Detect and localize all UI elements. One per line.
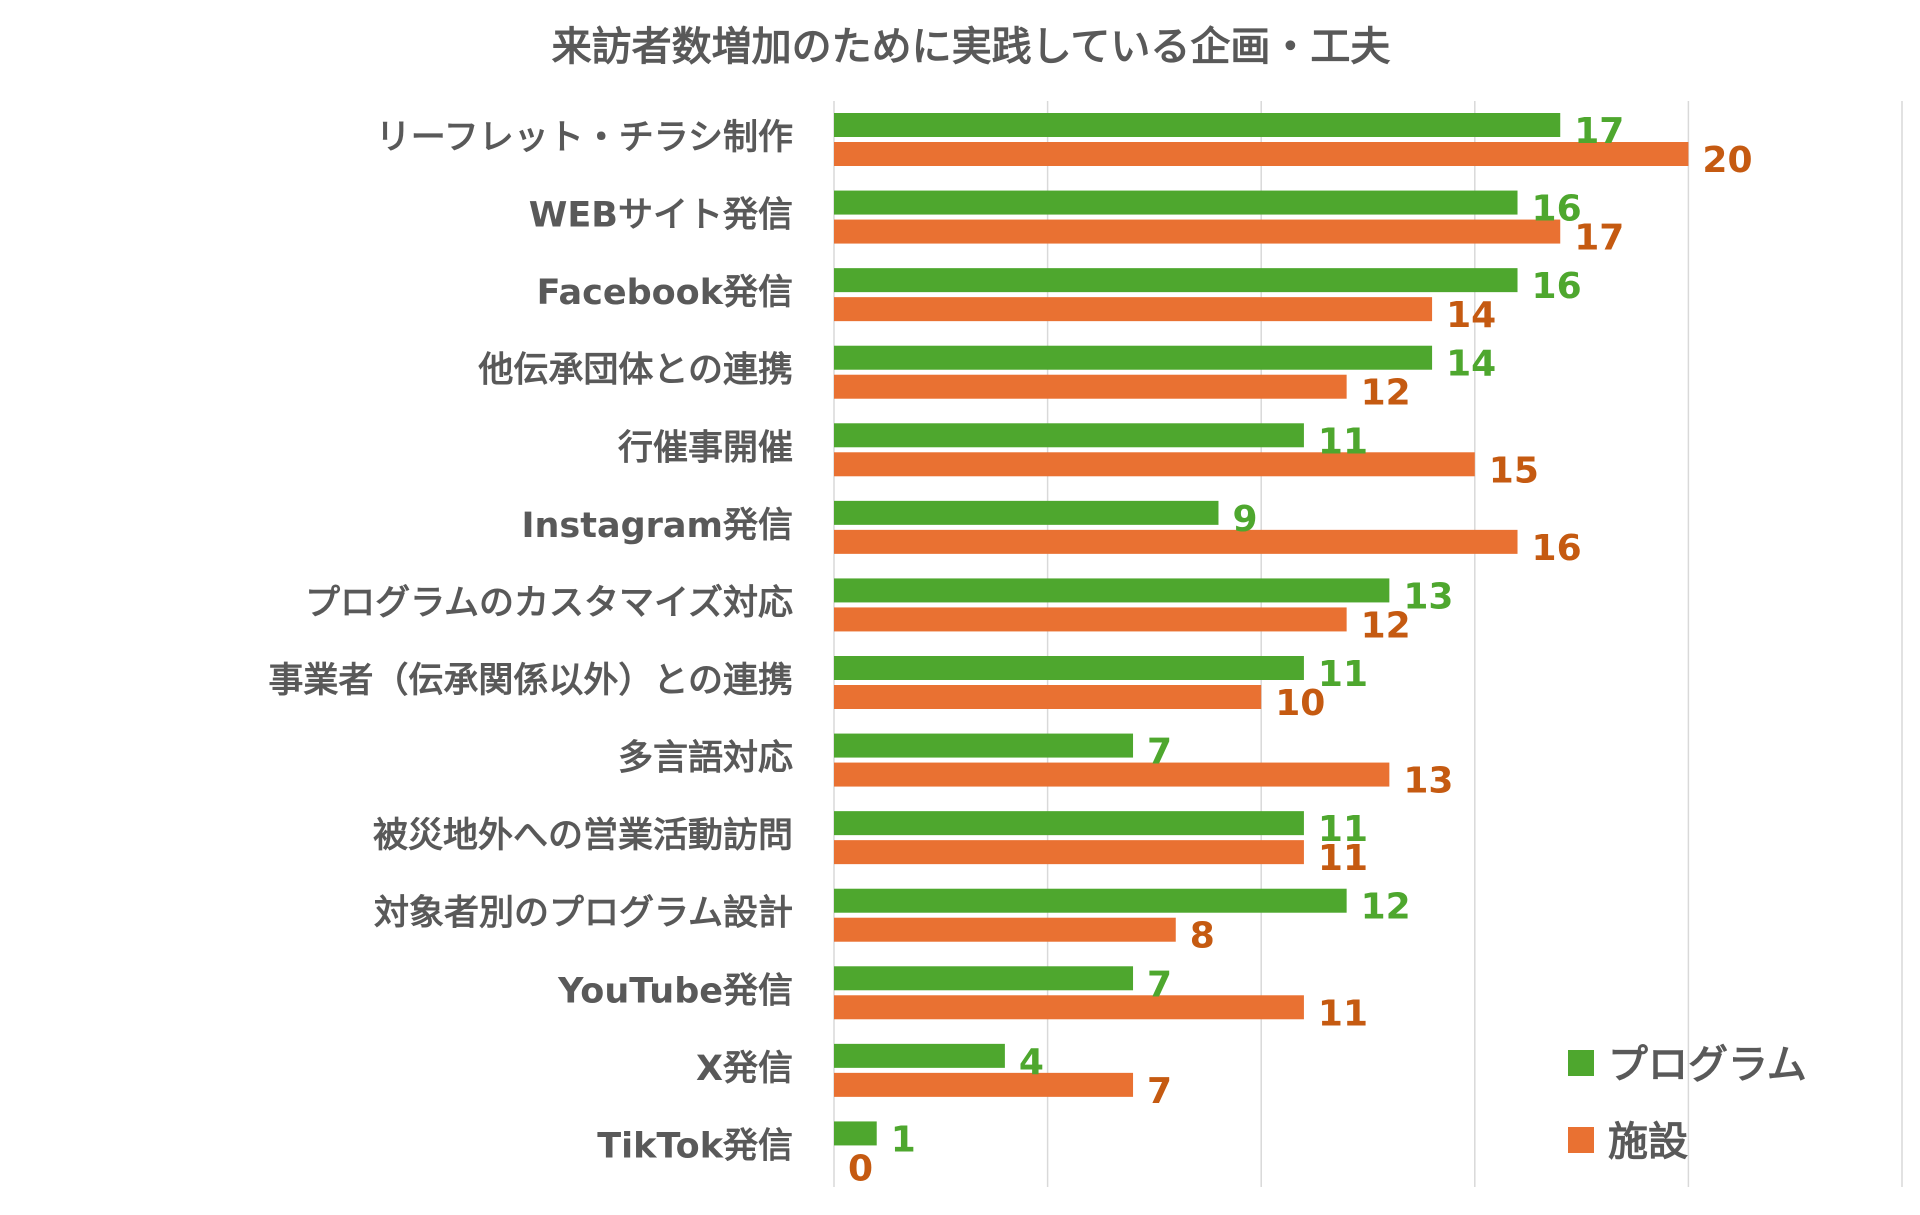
bar-facility <box>834 685 1262 709</box>
data-label: 7 <box>1147 964 1172 1005</box>
data-label: 7 <box>1147 732 1172 773</box>
data-label: 13 <box>1403 761 1453 802</box>
category-label: YouTube発信 <box>557 971 793 1011</box>
category-labels: リーフレット・チラシ制作 WEBサイト発信 Facebook発信他伝承団体との連携行… <box>268 118 793 1166</box>
category-label: 事業者（伝承関係以外）との連携 <box>268 661 793 701</box>
data-label: 9 <box>1232 499 1257 540</box>
data-label: 11 <box>1318 993 1368 1034</box>
bar-facility <box>834 219 1561 244</box>
bar-program <box>834 345 1433 370</box>
data-label: 16 <box>1532 528 1582 569</box>
data-label: 11 <box>1318 809 1368 850</box>
bar-program <box>834 578 1390 603</box>
bar-facility <box>834 762 1390 787</box>
category-label: 被災地外への営業活動訪問 <box>373 816 793 856</box>
category-label: Instagram発信 <box>521 506 793 546</box>
data-label: 12 <box>1361 373 1411 414</box>
data-label: 16 <box>1532 266 1582 307</box>
chart-title: 来訪者数増加のために実践している企画・工夫 <box>552 24 1392 70</box>
category-label: リーフレット・チラシ制作 <box>376 118 793 158</box>
bar-facility <box>834 1072 1134 1097</box>
legend-label: プログラム <box>1608 1042 1807 1088</box>
bars <box>834 113 1689 1146</box>
data-labels: 1720161716141412111591613121110713111112… <box>848 111 1753 1189</box>
data-label: 15 <box>1489 450 1539 491</box>
data-label: 12 <box>1361 887 1411 928</box>
bar-facility <box>834 607 1347 632</box>
category-label: 多言語対応 <box>618 739 793 779</box>
data-label: 10 <box>1275 683 1325 724</box>
category-label: TikTok発信 <box>597 1126 793 1166</box>
bar-program <box>834 656 1304 680</box>
data-label: 14 <box>1446 295 1496 336</box>
bar-program <box>834 888 1347 913</box>
bar-program <box>834 268 1518 293</box>
category-label: プログラムのカスタマイズ対応 <box>305 582 793 623</box>
bar-program <box>834 811 1304 836</box>
legend-label: 施設 <box>1608 1119 1688 1165</box>
bar-facility <box>834 374 1347 399</box>
bar-facility <box>834 840 1304 865</box>
legend-swatch <box>1568 1050 1594 1076</box>
data-label: 17 <box>1574 218 1624 259</box>
data-label: 8 <box>1190 916 1215 957</box>
bar-program <box>834 113 1561 137</box>
legend-swatch <box>1568 1127 1594 1153</box>
data-label: 0 <box>848 1148 873 1189</box>
bar-facility <box>834 452 1475 477</box>
data-label: 11 <box>1318 421 1368 462</box>
category-label: 対象者別のプログラム設計 <box>374 894 793 934</box>
bar-facility <box>834 995 1304 1020</box>
bar-program <box>834 1043 1005 1068</box>
data-label: 20 <box>1702 140 1752 181</box>
data-label: 16 <box>1532 189 1582 230</box>
bar-facility <box>834 297 1433 322</box>
bar-facility <box>834 529 1518 554</box>
data-label: 4 <box>1019 1042 1044 1083</box>
bar-facility <box>834 142 1689 166</box>
category-label: 他伝承団体との連携 <box>477 351 793 391</box>
data-label: 17 <box>1574 111 1624 152</box>
data-label: 12 <box>1361 605 1411 646</box>
bar-program <box>834 423 1304 448</box>
bar-facility <box>834 917 1176 942</box>
data-label: 13 <box>1403 576 1453 617</box>
category-label: Facebook発信 <box>537 273 793 313</box>
data-label: 11 <box>1318 654 1368 695</box>
category-label: WEBサイト発信 <box>529 196 793 236</box>
data-label: 1 <box>891 1119 916 1160</box>
category-label: 行催事開催 <box>618 428 793 468</box>
bar-program <box>834 190 1518 215</box>
data-label: 7 <box>1147 1071 1172 1112</box>
bar-program <box>834 500 1219 525</box>
bar-program <box>834 966 1134 991</box>
bar-program <box>834 1121 877 1146</box>
category-label: X発信 <box>696 1049 793 1089</box>
bar-program <box>834 733 1134 758</box>
data-label: 11 <box>1318 838 1368 879</box>
data-label: 14 <box>1446 344 1496 385</box>
